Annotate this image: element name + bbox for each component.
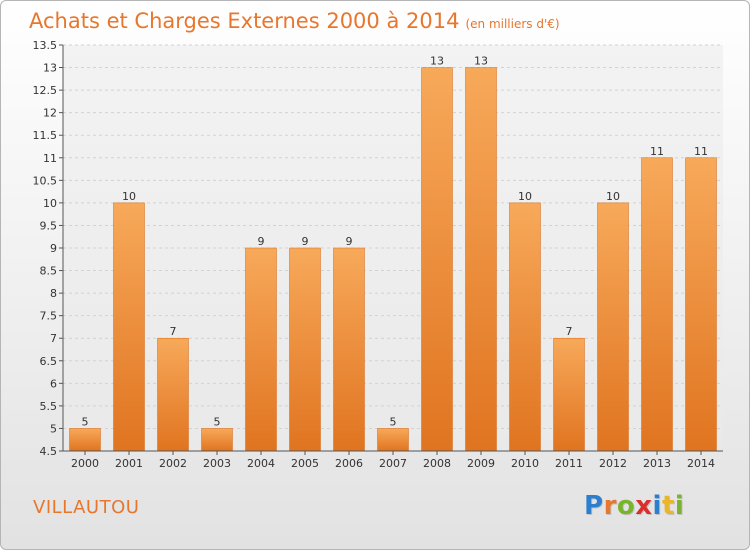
logo-letter: P (584, 491, 604, 521)
x-tick-label: 2013 (643, 457, 671, 470)
logo-letter: i (652, 491, 662, 521)
y-tick-label: 13 (43, 62, 57, 75)
x-tick-label: 2007 (379, 457, 407, 470)
bar (333, 247, 365, 452)
bar (553, 337, 585, 452)
data-label: 11 (650, 145, 664, 158)
x-tick-label: 2004 (247, 457, 275, 470)
y-tick-label: 11 (43, 152, 57, 165)
y-tick-label: 4.5 (40, 445, 58, 458)
bar (157, 337, 189, 452)
y-axis: 4.5 5 5.5 6 6.5 7 7.5 8 8.5 9 9.5 10 10.5 11 11.5 12 12.… (33, 39, 63, 458)
data-label: 5 (82, 415, 89, 428)
x-tick-label: 2014 (687, 457, 715, 470)
x-tick-label: 2006 (335, 457, 363, 470)
bar (685, 157, 717, 452)
logo-letter: r (603, 491, 617, 521)
y-tick-label: 8.5 (40, 265, 58, 278)
logo-letter: x (635, 491, 653, 521)
unit-label: (en milliers d'€) (465, 17, 560, 31)
bar (113, 202, 145, 452)
bar (509, 202, 541, 452)
data-label: 7 (566, 325, 573, 338)
data-label: 10 (606, 190, 620, 203)
x-tick-label: 2008 (423, 457, 451, 470)
bar (377, 428, 409, 452)
logo-letter: t (661, 491, 675, 521)
bar (201, 428, 233, 452)
y-tick-label: 7 (50, 332, 57, 345)
data-label: 9 (346, 235, 353, 248)
y-tick-label: 9 (50, 242, 57, 255)
y-tick-label: 5 (50, 422, 57, 435)
bar (289, 247, 321, 452)
data-label: 10 (122, 190, 136, 203)
bar (597, 202, 629, 452)
proxiti-logo: Proxiti (584, 491, 684, 521)
bar (245, 247, 277, 452)
x-tick-label: 2001 (115, 457, 143, 470)
bar (641, 157, 673, 452)
y-tick-label: 10 (43, 197, 57, 210)
bar (421, 67, 453, 452)
place-name: VILLAUTOU (33, 497, 140, 518)
y-tick-label: 5.5 (40, 400, 58, 413)
data-label: 10 (518, 190, 532, 203)
bar (69, 428, 101, 452)
y-tick-label: 8 (50, 287, 57, 300)
y-tick-label: 6 (50, 377, 57, 390)
data-label: 5 (390, 415, 397, 428)
y-tick-label: 10.5 (33, 174, 58, 187)
x-tick-label: 2011 (555, 457, 583, 470)
y-tick-label: 11.5 (33, 129, 58, 142)
chart-title: Achats et Charges Externes 2000 à 2014 (e… (29, 9, 560, 33)
x-tick-label: 2003 (203, 457, 231, 470)
x-tick-label: 2002 (159, 457, 187, 470)
x-axis: 2000 2001 2002 2003 2004 2005 2006 2007 2008 2009… (71, 451, 715, 470)
x-tick-label: 2000 (71, 457, 99, 470)
x-tick-label: 2010 (511, 457, 539, 470)
x-tick-label: 2012 (599, 457, 627, 470)
y-tick-label: 7.5 (40, 310, 58, 323)
data-label: 7 (170, 325, 177, 338)
data-label: 13 (474, 55, 488, 68)
y-tick-label: 13.5 (33, 39, 58, 52)
data-label: 5 (214, 415, 221, 428)
x-tick-label: 2009 (467, 457, 495, 470)
data-label: 9 (258, 235, 265, 248)
y-tick-label: 12 (43, 107, 57, 120)
y-tick-label: 9.5 (40, 219, 58, 232)
data-label: 9 (302, 235, 309, 248)
title-text: Achats et Charges Externes 2000 à 2014 (29, 9, 460, 33)
data-label: 11 (694, 145, 708, 158)
y-tick-label: 6.5 (40, 355, 58, 368)
x-tick-label: 2005 (291, 457, 319, 470)
bars-group: 5 10 7 5 9 9 9 5 13 13 10 7 10 11 11 (69, 55, 717, 452)
data-label: 13 (430, 55, 444, 68)
logo-letter: o (616, 491, 636, 521)
bar (465, 67, 497, 452)
logo-letter: i (674, 491, 685, 521)
y-tick-label: 12.5 (33, 84, 58, 97)
